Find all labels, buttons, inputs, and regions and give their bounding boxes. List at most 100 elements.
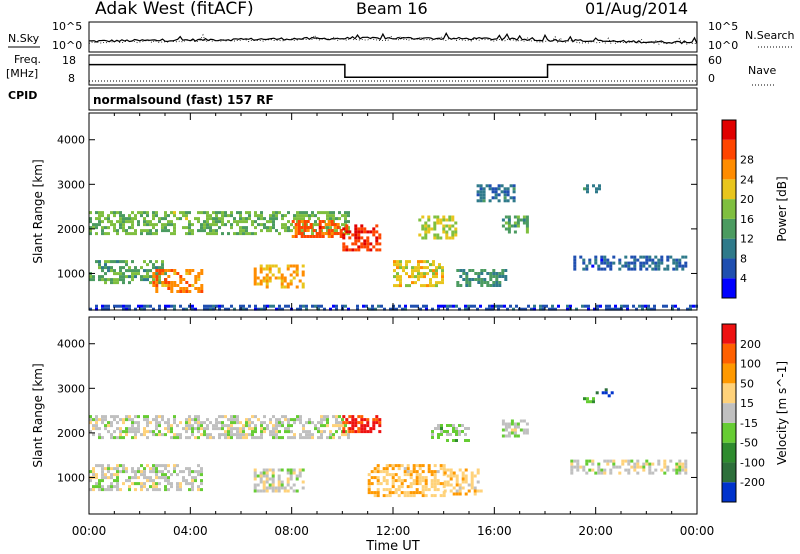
velocity-cell [348,427,352,431]
velocity-cell [131,421,134,425]
velocity-cell [403,491,407,495]
velocity-cell [654,468,658,472]
velocity-cell [589,400,592,404]
power-cell [131,275,134,279]
velocity-cell [137,415,140,419]
power-cell [149,229,152,233]
velocity-cell [464,433,467,436]
velocity-cell [131,424,134,428]
velocity-cell [92,470,95,474]
velocity-cell [152,464,155,468]
velocity-cell [624,459,628,463]
power-cell [465,278,469,281]
velocity-cell [191,488,194,492]
velocity-cell [373,494,377,498]
velocity-cell [110,485,113,489]
velocity-cell [345,421,349,425]
power-cell [137,223,140,227]
power-cell [509,304,512,308]
velocity-cell [406,470,410,474]
velocity-cell [95,415,98,419]
velocity-cell [242,424,245,428]
velocity-cell [110,482,113,486]
velocity-cell [627,459,631,463]
power-cell [302,223,305,227]
power-cell [188,211,191,215]
velocity-cell [107,464,110,468]
power-cell [627,264,631,268]
velocity-cell [134,436,137,440]
velocity-cell [418,467,422,471]
power-cell [128,220,131,224]
velocity-cell [372,418,376,422]
velocity-cell [412,464,416,468]
velocity-cell [266,427,269,431]
power-cell [206,214,209,218]
power-colorbar-tick: 8 [740,252,747,265]
velocity-cell [167,427,170,431]
velocity-cell [272,436,275,440]
power-cell [476,190,480,194]
power-cell [104,260,107,264]
power-cell [433,215,437,219]
power-cell [443,304,446,308]
power-cell [286,282,290,286]
power-cell [179,304,182,308]
power-cell [272,223,275,227]
velocity-cell [206,424,209,428]
velocity-cell [179,433,182,437]
power-cell [143,223,146,227]
velocity-cell [507,425,511,429]
velocity-cell [233,415,236,419]
power-cell [170,220,173,224]
velocity-cell [406,473,410,477]
power-cell [161,284,165,287]
velocity-cell [122,464,125,468]
velocity-cell [586,400,589,404]
velocity-cell [286,477,290,481]
velocity-cell [98,482,101,486]
power-cell [587,307,590,311]
velocity-cell [271,480,275,484]
power-cell [146,214,149,218]
power-colorbar-segment [722,278,736,298]
power-cell [653,307,656,311]
power-cell [342,242,346,246]
power-cell [675,264,679,268]
velocity-cell [215,424,218,428]
power-cell [116,229,119,233]
power-colorbar-frame [721,119,737,299]
power-cell [486,281,490,284]
power-cell [366,248,370,252]
velocity-cell [621,459,625,463]
velocity-cell [110,476,113,480]
power-cell [125,307,128,311]
velocity-cell [305,421,308,425]
velocity-cell [382,494,386,498]
power-cell [451,215,455,219]
power-cell [137,304,140,308]
velocity-cell [379,470,383,474]
power-cell [107,217,110,221]
power-cell [209,217,212,221]
velocity-cell [170,473,173,477]
power-cell [128,217,131,221]
power-cell [491,307,494,311]
velocity-cell [458,483,462,487]
power-cell [253,270,257,274]
power-cell [274,276,278,280]
velocity-cell [131,476,134,480]
power-cell [272,226,275,230]
power-cell [146,229,149,233]
power-cell [152,281,156,284]
power-cell [107,266,110,270]
velocity-cell [292,489,296,493]
power-cell [451,224,455,228]
velocity-cell [461,471,465,475]
velocity-cell [376,476,380,480]
velocity-cell [164,488,167,492]
power-cell [621,264,625,268]
power-cell [239,226,242,230]
power-cell [429,278,432,282]
velocity-cell [382,470,386,474]
